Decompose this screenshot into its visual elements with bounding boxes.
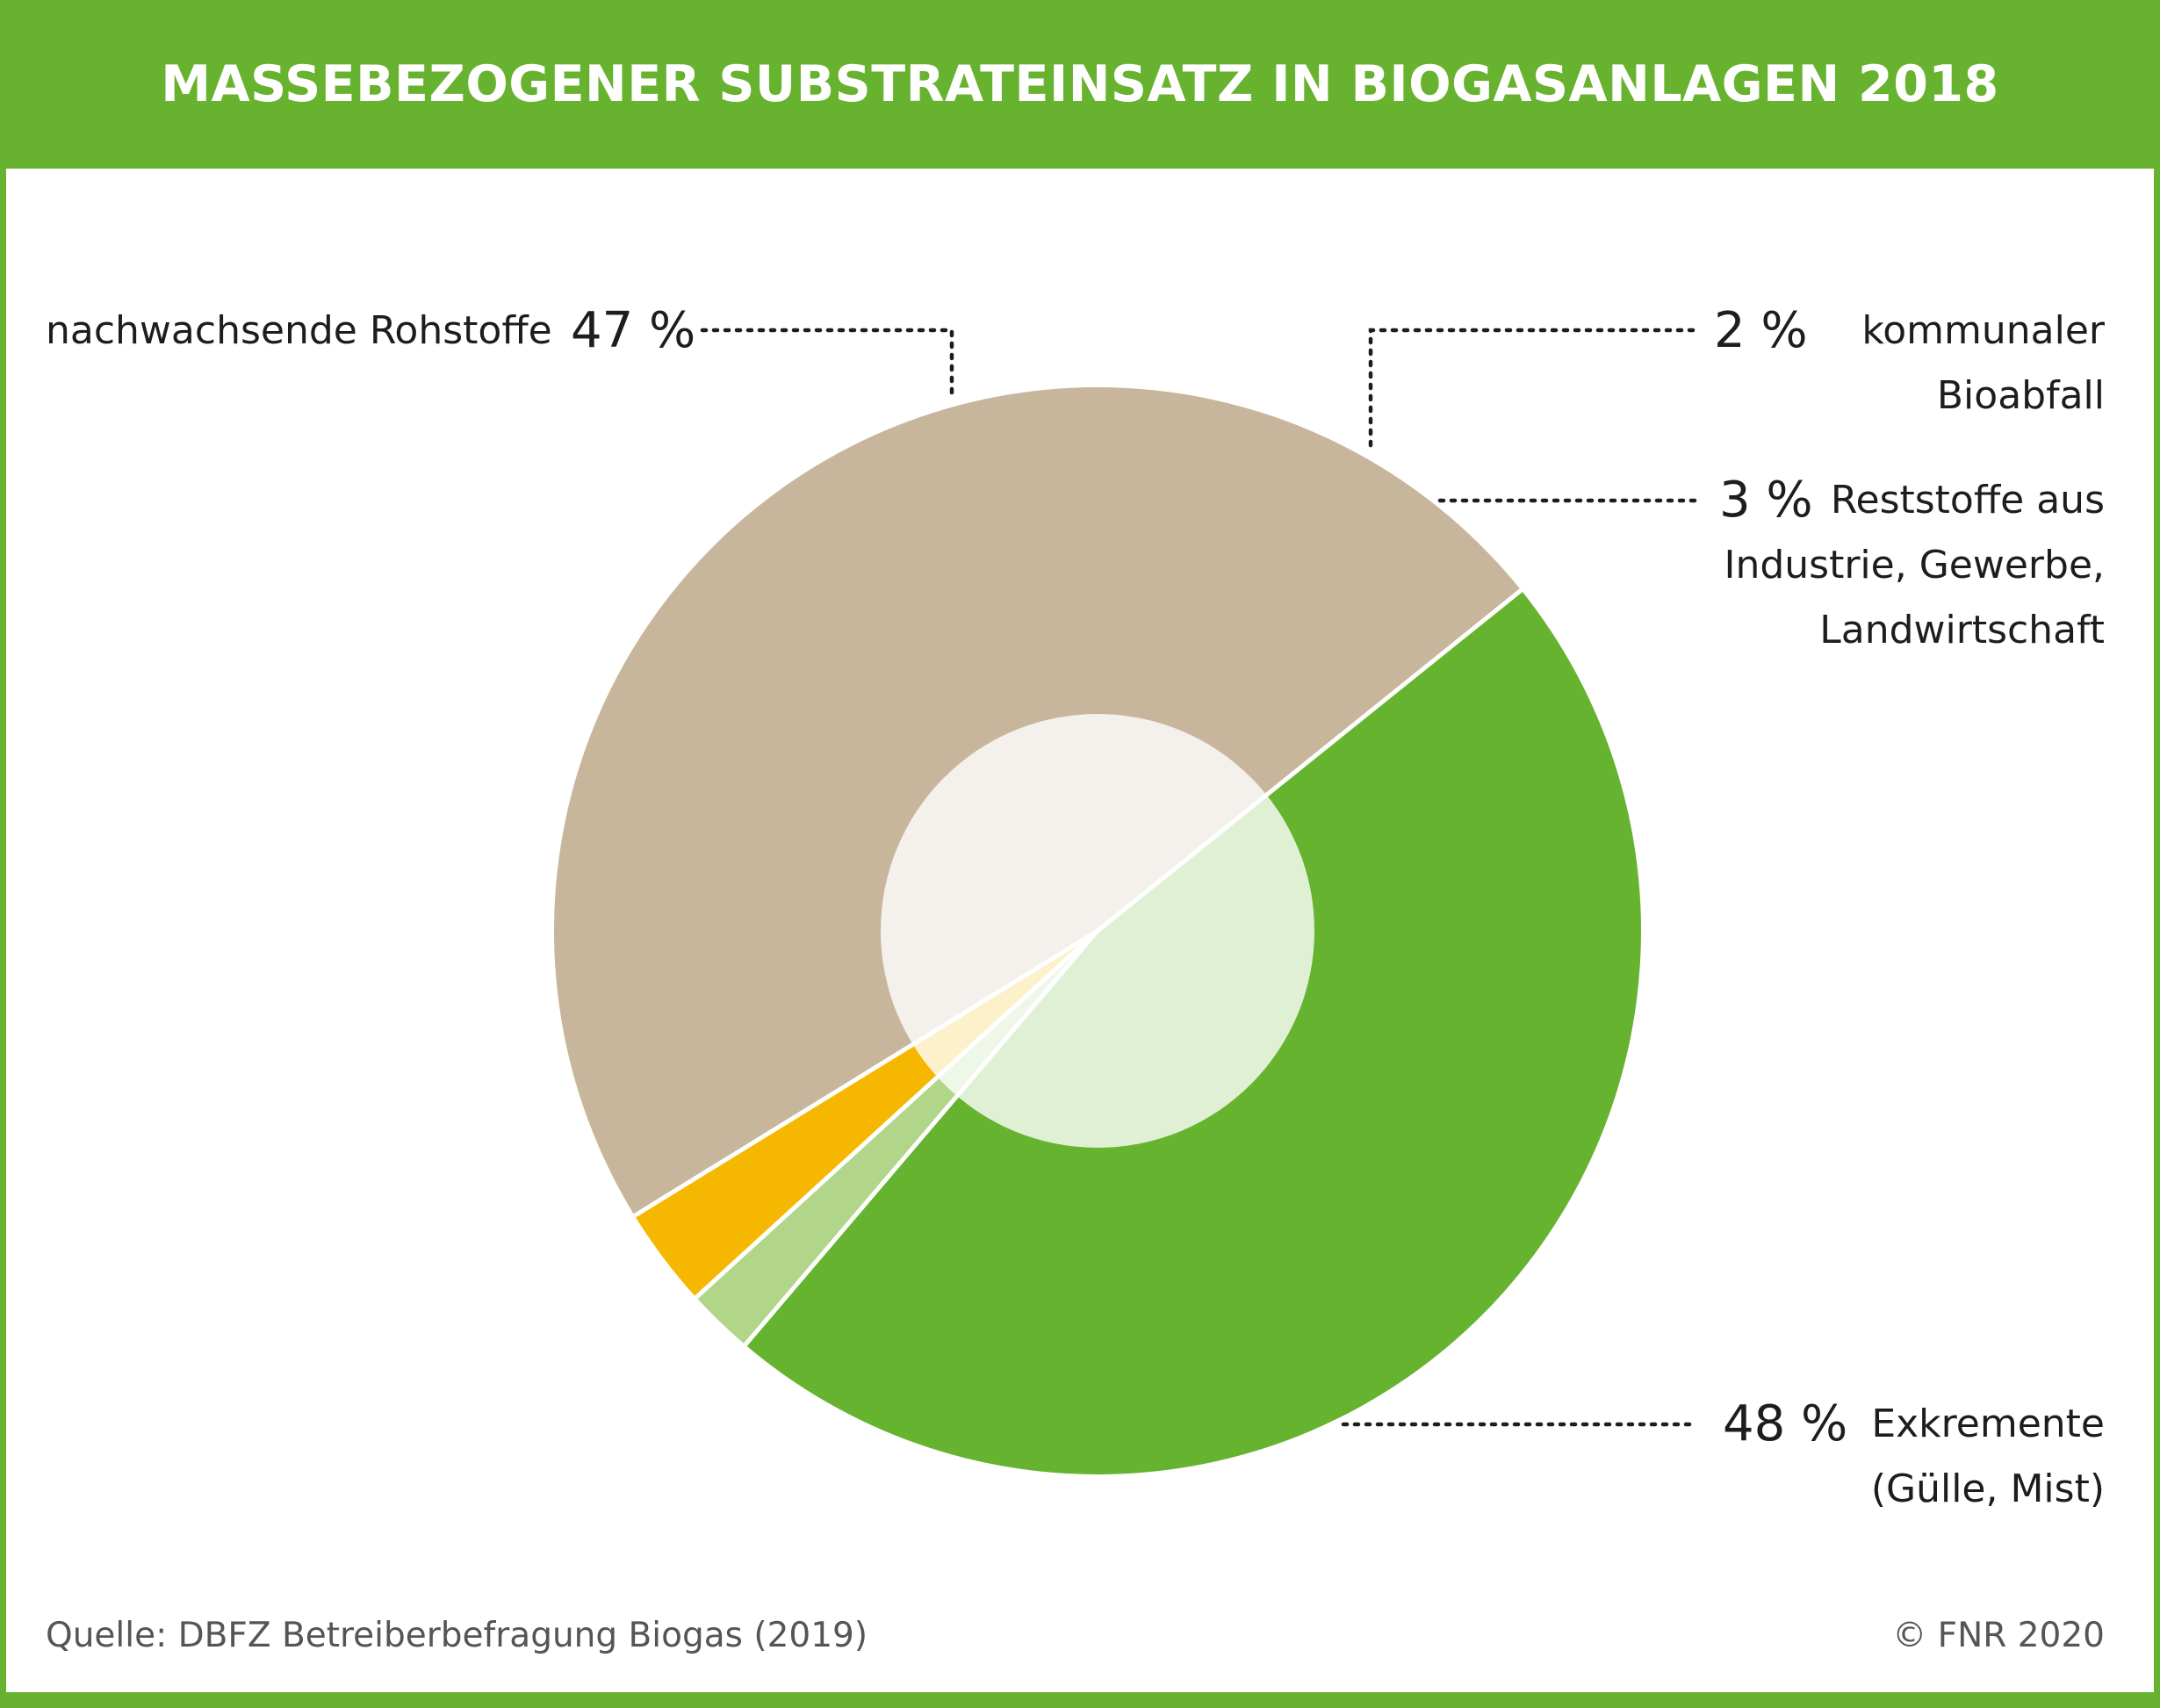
leader-line-nachwachsende	[700, 328, 954, 400]
slice-border-2	[695, 929, 1099, 1300]
copyright-note: © FNR 2020	[1892, 1616, 2105, 1655]
label-reststoffe-line2: Industrie, Gewerbe,	[1724, 543, 2105, 587]
leader-lines	[700, 328, 1697, 1427]
label-exkremente-pct: 48 %	[1723, 1395, 1848, 1452]
slice-border-1	[743, 929, 1099, 1347]
label-exkremente-line2: (Gülle, Mist)	[1870, 1467, 2105, 1511]
label-reststoffe-line1: Reststoffe aus	[1830, 478, 2105, 522]
slice-border-0	[1096, 588, 1523, 933]
label-nachwachsende-name: nachwachsende Rohstoffe	[46, 308, 552, 353]
slice-borders	[633, 588, 1523, 1347]
slice-border-3	[633, 928, 1099, 1218]
label-kommunal-pct: 2 %	[1714, 302, 1808, 359]
label-kommunal-line2: Bioabfall	[1936, 373, 2105, 418]
label-reststoffe-pct: 3 %	[1719, 472, 1813, 529]
label-nachwachsende-pct: 47 %	[571, 302, 696, 359]
label-exkremente-line1: Exkremente	[1871, 1402, 2105, 1446]
chart-title: MASSEBEZOGENER SUBSTRATEINSATZ IN BIOGAS…	[161, 55, 1999, 113]
source-note: Quelle: DBFZ Betreiberbefragung Biogas (…	[46, 1616, 868, 1655]
title-banner: MASSEBEZOGENER SUBSTRATEINSATZ IN BIOGAS…	[0, 0, 2160, 169]
label-reststoffe-line3: Landwirtschaft	[1819, 608, 2105, 652]
label-kommunal-line1: kommunaler	[1861, 308, 2105, 353]
leader-line-kommunal	[1368, 328, 1696, 452]
